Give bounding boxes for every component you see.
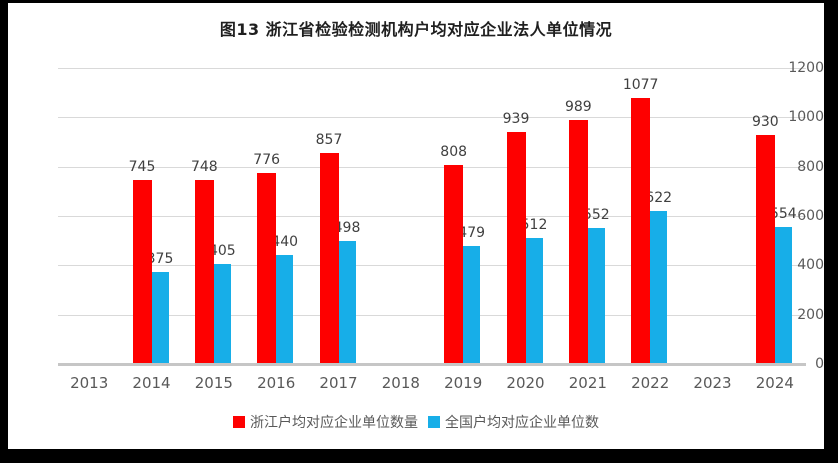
data-label-2021-series1: 552 <box>582 206 610 223</box>
data-label-2017-series0: 857 <box>315 131 343 148</box>
x-axis-tick-label: 2013 <box>70 374 109 392</box>
bar-2021-series0 <box>568 120 588 364</box>
data-label-2022-series1: 622 <box>645 189 673 206</box>
x-axis-tick-label: 2024 <box>755 374 794 392</box>
data-label-2019-series1: 479 <box>458 224 486 241</box>
gridline <box>58 166 806 168</box>
bar-2022-series0 <box>631 98 651 364</box>
x-axis-tick-label: 2019 <box>444 374 483 392</box>
x-axis-tick-label: 2015 <box>194 374 233 392</box>
bar-2022-series1 <box>650 210 668 364</box>
bar-2020-series1 <box>525 237 543 364</box>
bar-2021-series1 <box>587 227 605 364</box>
x-axis-tick-label: 2016 <box>257 374 296 392</box>
bar-2017-series0 <box>319 152 339 364</box>
legend: 浙江户均对应企业单位数量 全国户均对应企业单位数 <box>8 412 824 432</box>
gridline <box>58 314 806 316</box>
gridline <box>58 68 806 69</box>
y-axis-tick-label: 800 <box>797 158 824 175</box>
data-label-2016-series0: 776 <box>253 151 281 168</box>
x-axis-tick-label: 2014 <box>132 374 171 392</box>
legend-swatch-icon <box>428 416 440 428</box>
data-label-2016-series1: 440 <box>271 234 299 251</box>
y-axis-tick-label: 1200 <box>788 60 824 76</box>
x-axis-tick-label: 2017 <box>319 374 358 392</box>
data-label-2020-series1: 512 <box>520 216 548 233</box>
x-axis-tick-label: 2020 <box>506 374 545 392</box>
y-axis-tick-label: 400 <box>797 257 824 274</box>
data-label-2021-series0: 989 <box>564 99 592 116</box>
data-label-2024-series1: 554 <box>769 206 797 223</box>
bar-2016-series1 <box>276 255 294 364</box>
x-axis-line <box>58 363 806 366</box>
data-label-2014-series0: 745 <box>128 159 156 176</box>
bar-2019-series1 <box>463 245 481 364</box>
gridline <box>58 117 806 119</box>
y-axis-tick-label: 200 <box>797 306 824 323</box>
data-label-2015-series0: 748 <box>190 158 218 175</box>
legend-label: 全国户均对应企业单位数 <box>445 415 599 431</box>
bar-2024-series0 <box>755 134 775 364</box>
bar-2015-series0 <box>194 179 214 364</box>
chart-image: 图13 浙江省检验检测机构户均对应企业法人单位情况 745 375 748 405 77… <box>8 3 824 449</box>
data-label-2019-series0: 808 <box>440 143 468 160</box>
data-label-2014-series1: 375 <box>146 250 174 267</box>
x-axis-tick-label: 2023 <box>693 374 732 392</box>
x-axis-tick-label: 2021 <box>568 374 607 392</box>
data-label-2017-series1: 498 <box>333 220 361 237</box>
bar-2015-series1 <box>213 264 231 364</box>
plot-area: 745 375 748 405 776 440 857 498 808 479 939 512 989 5… <box>58 68 806 366</box>
legend-swatch-icon <box>233 416 245 428</box>
bar-2017-series1 <box>338 241 356 364</box>
y-axis-tick-label: 600 <box>797 208 824 224</box>
chart-title: 图13 浙江省检验检测机构户均对应企业法人单位情况 <box>219 20 613 39</box>
bar-2020-series0 <box>506 132 526 364</box>
data-label-2022-series0: 1077 <box>622 77 659 94</box>
y-axis-tick-label: 1000 <box>788 109 824 126</box>
data-label-2020-series0: 939 <box>502 111 530 128</box>
legend-item-series0: 浙江户均对应企业单位数量 <box>233 412 418 432</box>
y-axis-tick-label: 0 <box>815 356 824 372</box>
legend-item-series1: 全国户均对应企业单位数 <box>428 412 599 432</box>
gridline <box>58 265 806 267</box>
gridline <box>58 216 806 217</box>
x-axis-tick-label: 2022 <box>631 374 670 392</box>
data-label-2015-series1: 405 <box>208 243 236 260</box>
legend-label: 浙江户均对应企业单位数量 <box>250 415 418 431</box>
x-axis-tick-label: 2018 <box>381 374 420 392</box>
bar-2014-series0 <box>132 180 152 364</box>
data-label-2024-series0: 930 <box>751 113 779 130</box>
bar-2014-series1 <box>151 271 169 364</box>
bar-2024-series1 <box>774 227 792 364</box>
bar-2019-series0 <box>444 164 464 364</box>
bar-2016-series0 <box>257 172 277 364</box>
